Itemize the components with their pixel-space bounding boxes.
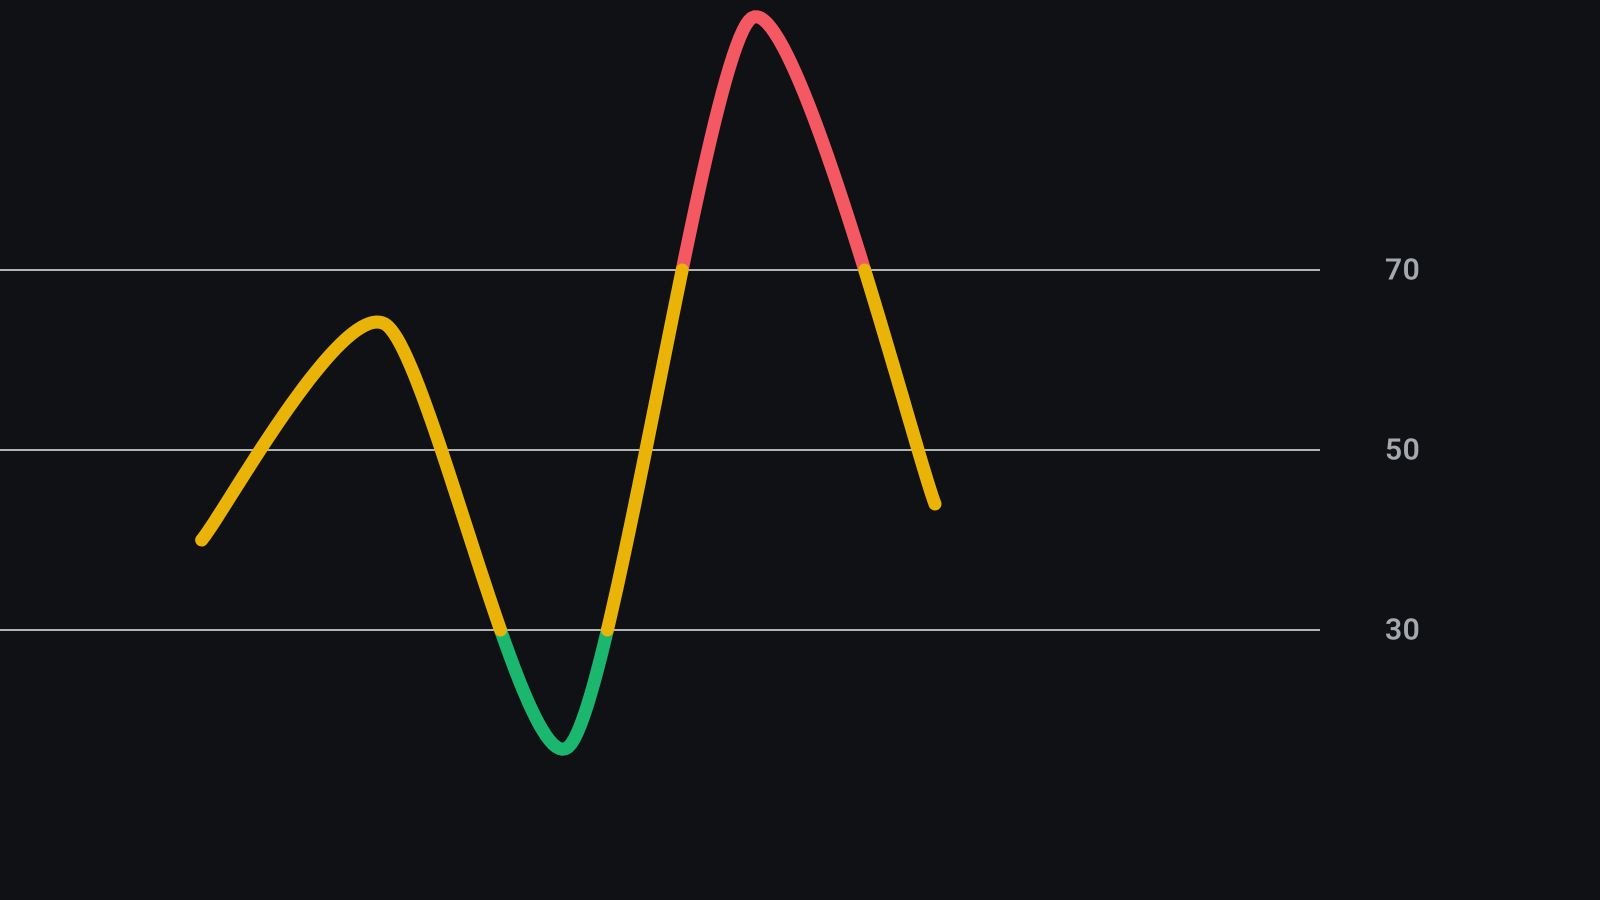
series-segment-mid [865, 270, 935, 504]
series-segment-high [682, 17, 865, 270]
y-tick-label-70: 70 [1385, 253, 1420, 288]
series-segment-low [501, 630, 608, 749]
y-tick-label-50: 50 [1385, 433, 1420, 468]
y-tick-label-30: 30 [1385, 613, 1420, 648]
chart-canvas [0, 0, 1600, 900]
series-segment-mid [202, 322, 501, 630]
rsi-style-threshold-line-chart: 30 50 70 [0, 0, 1600, 900]
